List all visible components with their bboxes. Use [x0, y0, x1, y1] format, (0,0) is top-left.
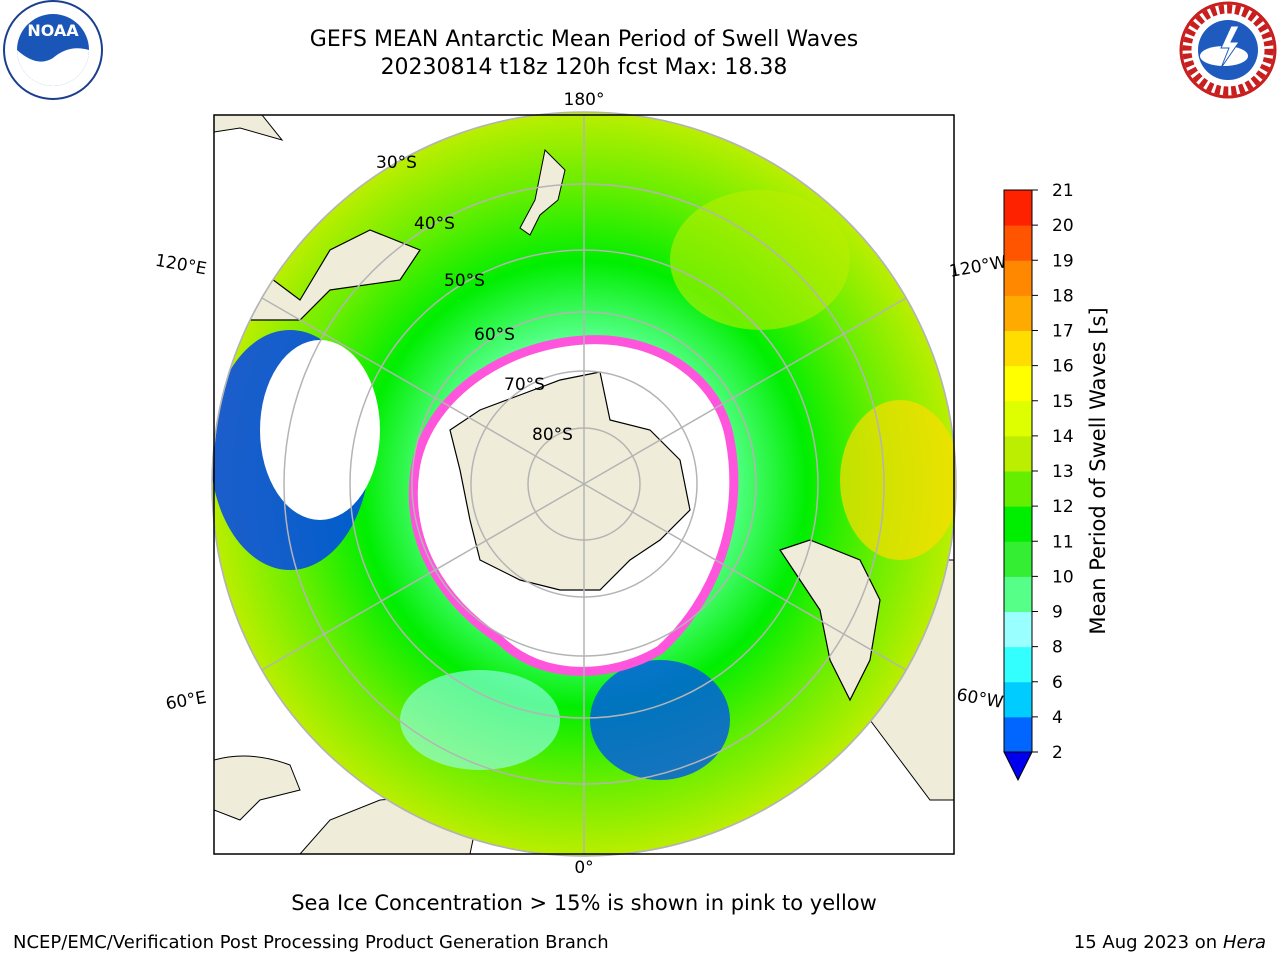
colorbar-segment [1004, 646, 1032, 683]
colorbar: 2 4 6 8 9 10 11 12 13 14 15 16 17 18 19 20 21 [1003, 181, 1074, 782]
lat-label-50s: 50°S [444, 271, 485, 291]
colorbar-under-arrow [1003, 751, 1033, 782]
meridian-120e [261, 297, 585, 485]
colorbar-segment [1004, 716, 1032, 753]
map-outer-circle [211, 111, 957, 857]
ocean-swell-field [212, 112, 956, 856]
colorbar-segment [1004, 225, 1032, 261]
colorbar-segment [1004, 506, 1032, 542]
colorbar-tick-label: 20 [1052, 216, 1074, 236]
high-period-region-pacific [840, 400, 956, 560]
lon-label-0: 0° [574, 858, 593, 878]
graticule [211, 111, 957, 857]
meridian-60e [261, 483, 585, 671]
chart-subtitle-forecast: 20230814 t18z 120h fcst Max: 18.38 [380, 55, 788, 80]
colorbar-tick-label: 12 [1052, 497, 1074, 517]
colorbar-segment [1004, 576, 1032, 612]
colorbar-tick-label: 14 [1052, 427, 1074, 447]
colorbar-segment [1004, 681, 1032, 718]
low-period-region-atlantic [590, 660, 730, 780]
footer-producer: NCEP/EMC/Verification Post Processing Pr… [13, 932, 609, 953]
lon-label-60w: 60°W [955, 685, 1005, 713]
colorbar-tick-label: 10 [1052, 567, 1074, 587]
lon-label-180: 180° [564, 90, 605, 110]
lon-label-120w: 120°W [948, 252, 1009, 282]
colorbar-tick-label: 11 [1052, 532, 1074, 552]
colorbar-segment [1004, 471, 1032, 507]
colorbar-segment [1004, 260, 1032, 296]
land-new-zealand [519, 148, 566, 236]
colorbar-segment [1004, 365, 1032, 402]
footer-date: 15 Aug 2023 on Hera [1074, 932, 1266, 953]
noaa-logo: NOAA [3, 0, 103, 100]
footer-date-text: 15 Aug 2023 on [1073, 932, 1218, 953]
meridian-120w [583, 297, 907, 485]
mid-period-region-south-atlantic [400, 670, 560, 770]
map-frame [213, 114, 955, 855]
colorbar-tick-label: 8 [1052, 638, 1063, 658]
land-madagascar [214, 755, 301, 821]
lat-label-80s: 80°S [532, 425, 573, 445]
colorbar-segment [1004, 295, 1032, 331]
chart-title: GEFS MEAN Antarctic Mean Period of Swell… [309, 27, 859, 52]
colorbar-tick-label: 6 [1052, 673, 1063, 693]
sea-ice-note: Sea Ice Concentration > 15% is shown in … [291, 891, 877, 915]
lat-label-30s: 30°S [376, 153, 417, 173]
colorbar-tick-label: 15 [1052, 392, 1074, 412]
footer-machine: Hera [1222, 932, 1266, 953]
colorbar-segment [1004, 190, 1032, 226]
colorbar-tick-label: 2 [1052, 743, 1063, 763]
mid-period-region-pacific [670, 190, 850, 330]
colorbar-segment [1004, 611, 1032, 648]
colorbar-label: Mean Period of Swell Waves [s] [1086, 307, 1110, 634]
colorbar-segment [1004, 400, 1032, 437]
colorbar-tick-label: 19 [1052, 251, 1074, 271]
colorbar-tick-label: 4 [1052, 708, 1063, 728]
sea-ice-white-region-indian [260, 340, 380, 520]
colorbar-tick-label: 16 [1052, 357, 1074, 377]
lon-label-60e: 60°E [164, 688, 208, 715]
colorbar-segment [1004, 330, 1032, 367]
land-corner-top-left [214, 115, 284, 141]
svg-text:NOAA: NOAA [27, 21, 79, 40]
lon-label-120e: 120°E [154, 251, 208, 280]
colorbar-segment [1004, 435, 1032, 472]
lat-label-70s: 70°S [504, 375, 545, 395]
nws-logo [1179, 1, 1277, 99]
colorbar-tick-label: 9 [1052, 603, 1063, 623]
colorbar-segment [1004, 541, 1032, 577]
land-south-america [779, 539, 881, 702]
meridian-60w [583, 483, 907, 671]
lat-label-60s: 60°S [474, 325, 515, 345]
colorbar-tick-label: 13 [1052, 462, 1074, 482]
lat-label-40s: 40°S [414, 214, 455, 234]
colorbar-tick-label: 17 [1052, 322, 1074, 342]
colorbar-tick-label: 21 [1052, 181, 1074, 201]
colorbar-tick-label: 18 [1052, 286, 1074, 306]
land-antarctica [449, 371, 691, 591]
